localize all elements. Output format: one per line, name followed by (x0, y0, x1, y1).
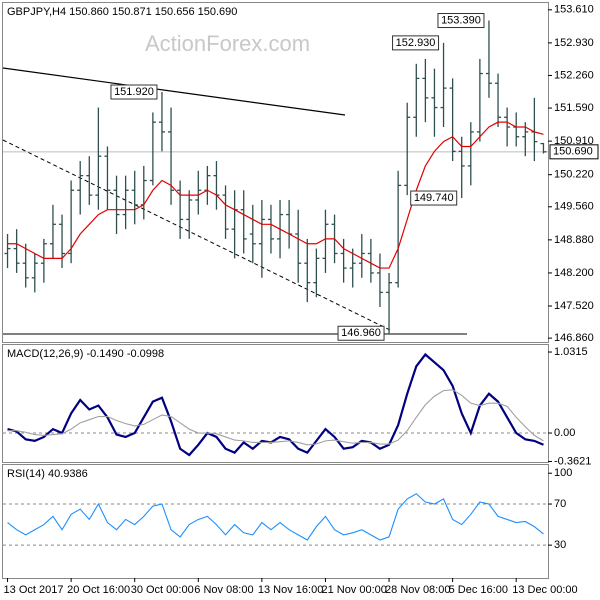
y-tick-label: 30 (554, 539, 566, 551)
y-tick-label: 70 (554, 498, 566, 510)
y-tick-label: 148.880 (554, 234, 594, 246)
annotation-box (392, 35, 440, 51)
panel-title: RSI(14) 40.9386 (7, 468, 88, 480)
y-tick-label: 153.610 (554, 4, 594, 16)
y-tick-label: 148.200 (554, 267, 594, 279)
annotation-box (437, 13, 485, 29)
y-tick-label: 149.560 (554, 201, 594, 213)
x-tick-label: 13 Dec 00:00 (512, 584, 577, 596)
x-tick-label: 5 Dec 16:00 (449, 584, 508, 596)
trend-channel (2, 139, 391, 331)
y-tick-label: 150.220 (554, 169, 594, 181)
annotation-box (410, 190, 458, 206)
current-price-box (549, 144, 599, 160)
x-tick-label: 20 Oct 16:00 (67, 584, 130, 596)
price-panel (2, 2, 549, 343)
panel-title: MACD(12,26,9) -0.1490 -0.0998 (7, 348, 164, 360)
current-price-label: 150.690 (553, 146, 593, 158)
annotation-box (110, 84, 158, 100)
annotation-label: 153.390 (441, 14, 481, 26)
x-tick-label: 30 Oct 00:00 (131, 584, 194, 596)
watermark: ActionForex.com (145, 31, 310, 56)
annotation-label: 149.740 (414, 192, 454, 204)
annotation-label: 151.920 (114, 86, 154, 98)
series-line (7, 493, 544, 541)
y-tick-label: 0.00 (554, 427, 575, 439)
x-tick-label: 28 Nov 08:00 (385, 584, 450, 596)
annotation-label: 152.930 (396, 37, 436, 49)
y-tick-label: 151.590 (554, 102, 594, 114)
moving-average (7, 121, 544, 269)
y-tick-label: 100 (554, 467, 572, 479)
y-tick-label: 146.860 (554, 332, 594, 344)
trend-line (2, 67, 346, 116)
x-tick-label: 13 Nov 16:00 (258, 584, 323, 596)
macd-panel (2, 344, 549, 463)
panel-title: GBPJPY,H4 150.860 150.871 150.656 150.69… (7, 6, 237, 18)
y-tick-label: 150.910 (554, 135, 594, 147)
annotation-box (337, 325, 385, 341)
y-tick-label: 152.260 (554, 69, 594, 81)
x-tick-label: 6 Nov 08:00 (194, 584, 253, 596)
annotation-label: 146.960 (341, 327, 381, 339)
series-line (7, 389, 544, 446)
y-tick-label: 1.0315 (554, 346, 588, 358)
y-tick-label: -0.3621 (554, 455, 591, 467)
rsi-panel (2, 464, 549, 579)
x-tick-label: 21 Nov 00:00 (321, 584, 386, 596)
y-tick-label: 152.930 (554, 37, 594, 49)
x-tick-label: 13 Oct 2017 (4, 584, 64, 596)
y-tick-label: 147.520 (554, 300, 594, 312)
